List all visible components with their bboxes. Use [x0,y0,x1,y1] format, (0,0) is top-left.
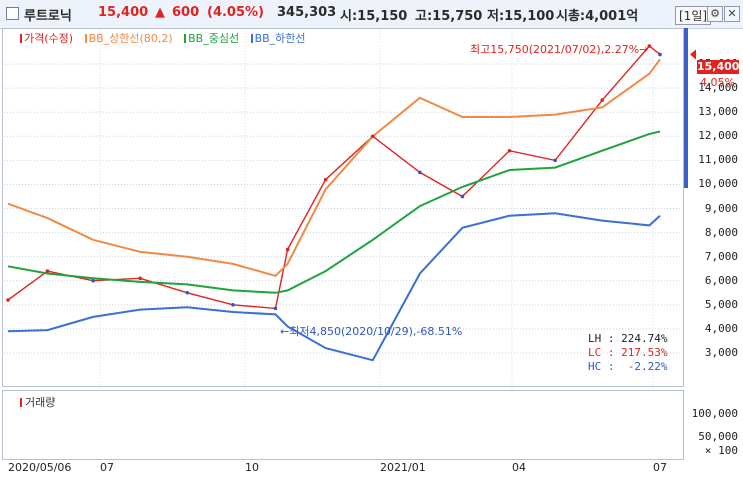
stat-hc: HC : -2.22% [588,360,668,373]
price-point [6,298,10,302]
low-price: 저:15,100 [487,9,555,24]
price-axis-tick: 10,000 [698,177,738,191]
volume-legend: 거래량 [20,394,55,410]
price-point [658,52,662,57]
price-point [323,177,328,182]
open-price: 시:15,150 [340,9,408,24]
volume-axis-50000: 50,000 [698,430,738,443]
stock-name[interactable]: 루트로닉 [24,9,72,24]
price-axis-tick: 13,000 [698,105,738,119]
price-axis-tick: 4,000 [704,321,738,335]
stat-lh: LH : 224.74% [588,332,668,345]
date-label-07: 07 [100,461,114,474]
date-label-2020-05: 2020/05/06 [8,461,72,474]
price-point [273,306,278,311]
legend-bb-upper[interactable]: BB_상한선(80,2) [84,32,173,45]
price-point [370,134,375,139]
market-cap: 시총:4,001억 [556,9,639,24]
legend-bb-mid[interactable]: BB_중심선 [184,32,239,45]
date-label-2021-01: 2021/01 [380,461,426,474]
bb-upper-line [7,58,661,278]
legend-price[interactable]: 가격(수정) [20,32,73,45]
price-point [45,269,50,273]
high-price: 고:15,750 [415,9,483,24]
price-point [138,276,143,281]
current-price: 15,400 [98,5,149,20]
settings-icon[interactable]: ⚙ [707,6,723,22]
price-axis-tick: 8,000 [704,225,738,239]
price-point [647,44,652,48]
trade-volume: 345,303 [277,5,337,20]
legend-bb-lower[interactable]: BB_하한선 [250,32,306,45]
price-point [285,247,290,252]
change-arrow-icon: ▲ [155,5,165,20]
price-point [507,148,512,153]
price-change-pct: (4.05%) [207,5,264,20]
price-point [553,158,557,163]
price-axis-tick: 6,000 [704,273,738,287]
volume-axis-100000: 100,000 [691,407,738,420]
bb-mid-line [7,130,661,294]
close-icon[interactable]: ✕ [724,6,740,22]
stat-lc: LC : 217.53% [588,346,668,359]
price-axis-tick: 9,000 [704,201,738,215]
price-axis-tick: 5,000 [704,297,738,311]
chart-legend: 가격(수정) BB_상한선(80,2) BB_중심선 BB_하한선 [20,30,314,46]
price-line [7,45,661,310]
select-checkbox[interactable] [6,7,19,20]
date-label-07b: 07 [653,461,667,474]
high-annotation: 최고15,750(2021/07/02),2.27%→ [470,43,649,56]
price-axis-tick: 11,000 [698,153,738,167]
volume-chart-pane[interactable] [2,390,684,460]
stock-header-bar: 루트로닉 15,400 ▲ 600 (4.05%) 345,303 시:15,1… [0,0,743,29]
price-point [418,170,422,175]
date-label-10: 10 [245,461,259,474]
bb-lower-line [7,212,661,362]
volume-axis-unit: × 100 [704,444,738,457]
scrollbar[interactable] [684,28,688,188]
current-pct-label: 4.05% [700,76,735,89]
date-label-04: 04 [512,461,526,474]
low-annotation: ←최저4,850(2020/10/29),-68.51% [280,325,463,338]
price-change: 600 [172,5,200,20]
price-point [231,303,235,307]
price-point [600,98,605,102]
price-axis-tick: 3,000 [704,345,738,359]
period-selector[interactable]: [1일] [675,6,712,25]
price-point [185,290,190,295]
price-axis-tick: 12,000 [698,129,738,143]
price-point [91,278,95,283]
price-point [460,194,465,199]
price-axis-tick: 7,000 [704,249,738,263]
current-price-badge: 15,400 [697,60,740,74]
current-price-marker-icon [690,49,696,60]
price-axis-tick: 14,000 [698,81,738,95]
